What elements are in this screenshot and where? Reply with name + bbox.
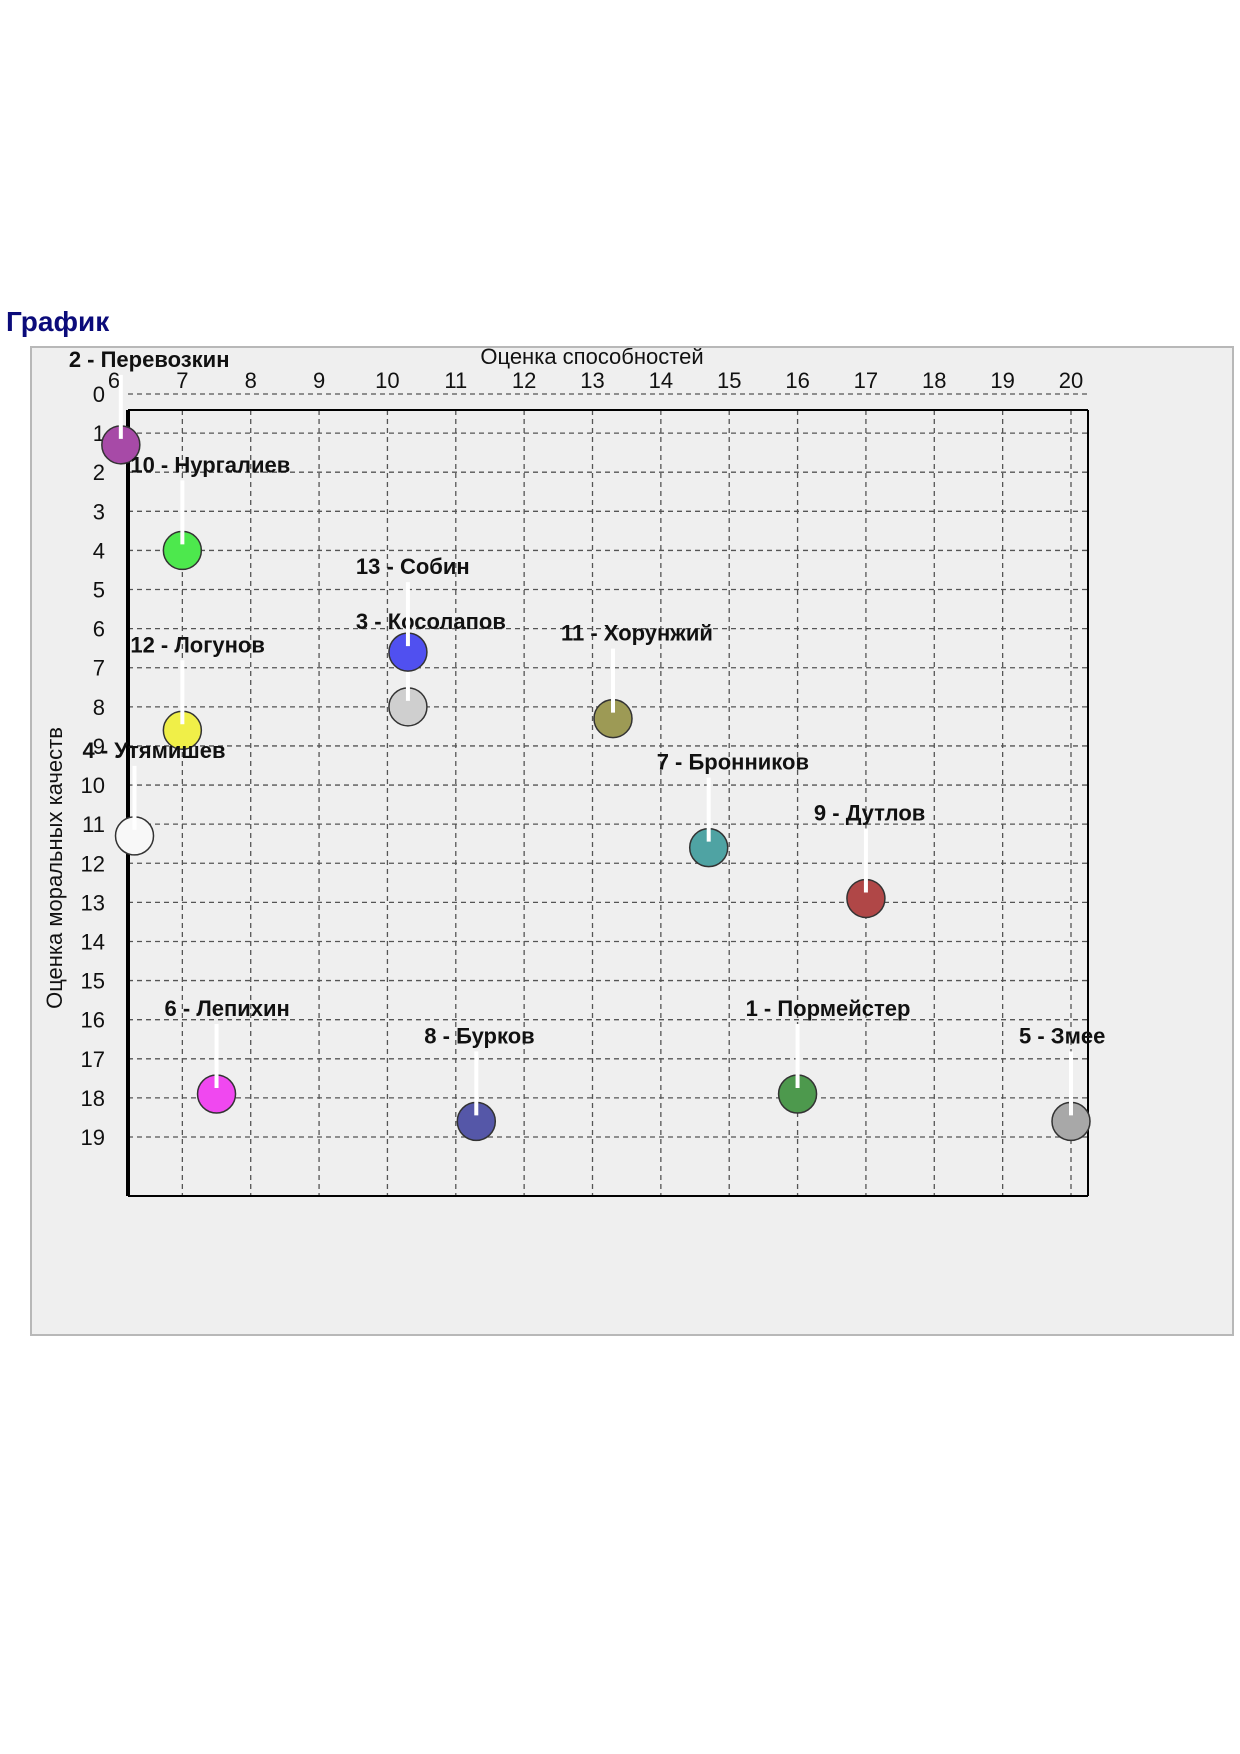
data-point: 5 - Змее <box>1019 1023 1105 1142</box>
grid <box>128 393 1088 1196</box>
y-tick-label: 7 <box>93 656 105 681</box>
x-tick-label: 18 <box>922 368 946 393</box>
data-point: 11 - Хорунжий <box>561 621 713 739</box>
point-label: 11 - Хорунжий <box>561 621 713 646</box>
point-label: 12 - Логунов <box>130 632 265 657</box>
data-point: 7 - Бронников <box>657 750 809 868</box>
plot-area <box>128 410 1088 1196</box>
x-tick-label: 16 <box>785 368 809 393</box>
y-tick-label: 9 <box>93 734 105 759</box>
data-point: 9 - Дутлов <box>814 800 925 919</box>
x-tick-label: 7 <box>176 368 188 393</box>
data-point: 8 - Бурков <box>424 1023 535 1142</box>
point-label: 8 - Бурков <box>424 1023 534 1048</box>
data-point: 1 - Пормейстер <box>746 996 911 1114</box>
y-tick-label: 8 <box>93 695 105 720</box>
y-tick-label: 6 <box>93 617 105 642</box>
tick-labels: 6 7 8 9 10 11 12 13 14 15 16 17 18 19 20 0 12 3 4 5 6 7 8 9 10 11… <box>81 368 1084 1150</box>
point-label: 4 - Утямишев <box>83 738 226 763</box>
data-point: 13 - Собин <box>356 554 470 672</box>
data-point: 6 - Лепихин <box>165 996 290 1114</box>
x-tick-label: 17 <box>854 368 878 393</box>
x-axis-title: Оценка способностей <box>480 348 703 369</box>
y-tick-label: 16 <box>81 1008 105 1033</box>
y-tick-label: 0 <box>93 382 105 407</box>
point-label: 5 - Змее <box>1019 1023 1105 1048</box>
y-tick-label: 12 <box>81 851 105 876</box>
y-tick-label: 2 <box>93 460 105 485</box>
x-tick-label: 9 <box>313 368 325 393</box>
y-tick-label: 18 <box>81 1086 105 1111</box>
y-tick-label: 17 <box>81 1047 105 1072</box>
chart-panel: 6 7 8 9 10 11 12 13 14 15 16 17 18 19 20 0 1 2 3 4 5 6 7 8 9 10 11… <box>30 346 1234 1336</box>
x-tick-label: 19 <box>990 368 1014 393</box>
point-label: 1 - Пормейстер <box>746 996 911 1021</box>
x-tick-label: 14 <box>649 368 673 393</box>
x-tick-label: 10 <box>375 368 399 393</box>
point-label: 7 - Бронников <box>657 750 809 775</box>
y-axis-title: Оценка моральных качеств <box>42 727 67 1009</box>
x-tick-label: 8 <box>245 368 257 393</box>
scatter-chart: 6 7 8 9 10 11 12 13 14 15 16 17 18 19 20 0 12 3 4 5 6 7 8 9 10 11… <box>42 348 1105 1197</box>
x-tick-label: 20 <box>1059 368 1083 393</box>
section-heading: График <box>6 306 110 337</box>
axes <box>126 409 1089 1197</box>
y-tick-label: 3 <box>93 499 105 524</box>
data-point: 2 - Перевозкин <box>69 348 230 465</box>
data-points: 2 - Перевозкин 10 - Нургалиев 3 - Косолапо… <box>69 348 1105 1142</box>
point-label: 10 - Нургалиев <box>130 452 290 477</box>
y-tick-label: 14 <box>81 929 105 954</box>
y-tick-label: 15 <box>81 969 105 994</box>
y-tick-label: 10 <box>81 773 105 798</box>
x-tick-label: 6 <box>108 368 120 393</box>
x-tick-label: 15 <box>717 368 741 393</box>
y-tick-label: 4 <box>93 538 105 563</box>
y-tick-label: 19 <box>81 1125 105 1150</box>
y-tick-label: 11 <box>82 812 105 837</box>
y-tick-label: 13 <box>81 890 105 915</box>
point-label: 2 - Перевозкин <box>69 348 230 372</box>
y-tick-label: 5 <box>93 578 105 603</box>
point-label: 6 - Лепихин <box>165 996 290 1021</box>
data-point: 12 - Логунов <box>130 632 265 751</box>
data-point: 4 - Утямишев <box>83 738 226 856</box>
x-tick-label: 13 <box>580 368 604 393</box>
x-tick-label: 12 <box>512 368 536 393</box>
point-label: 9 - Дутлов <box>814 800 925 825</box>
x-tick-label: 11 <box>444 368 467 393</box>
point-label: 13 - Собин <box>356 554 470 579</box>
point-label: 3 - Косолапов <box>356 609 506 634</box>
data-point: 10 - Нургалиев <box>130 452 290 571</box>
